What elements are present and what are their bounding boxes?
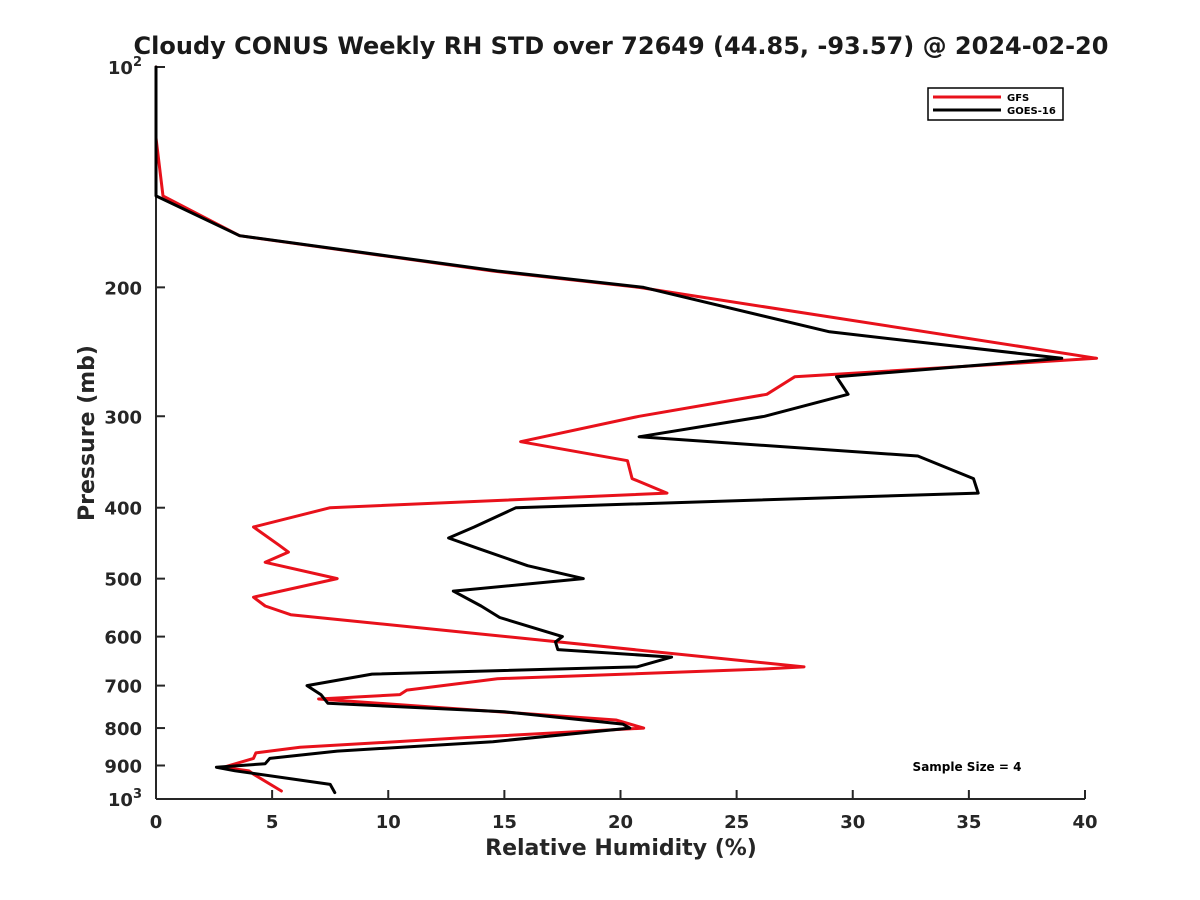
x-tick-label: 25 xyxy=(724,812,749,833)
legend-box xyxy=(927,87,1064,121)
legend: GFS GOES-16 xyxy=(927,87,1064,121)
y-axis-label: Pressure (mb) xyxy=(75,345,100,521)
y-tick-label: 700 xyxy=(104,677,142,698)
y-tick-label: 103 xyxy=(108,787,142,811)
y-tick-label: 300 xyxy=(104,407,142,428)
y-tick-label: 102 xyxy=(108,55,142,79)
x-tick-label: 35 xyxy=(956,812,981,833)
x-tick-label: 40 xyxy=(1072,812,1097,833)
x-tick-label: 5 xyxy=(266,812,279,833)
sample-size-annotation: Sample Size = 4 xyxy=(913,760,1022,774)
y-tick-label: 900 xyxy=(104,757,142,778)
x-axis-label: Relative Humidity (%) xyxy=(485,836,757,861)
x-tick-label: 20 xyxy=(608,812,633,833)
legend-label-gfs: GFS xyxy=(1007,93,1029,104)
chart-title: Cloudy CONUS Weekly RH STD over 72649 (4… xyxy=(134,32,1109,60)
y-tick-label: 400 xyxy=(104,499,142,520)
y-tick-label: 200 xyxy=(104,278,142,299)
y-tick-label: 800 xyxy=(104,719,142,740)
x-tick-label: 0 xyxy=(150,812,163,833)
legend-label-goes16: GOES-16 xyxy=(1007,106,1056,117)
plot-area: 0 5 10 15 20 25 30 35 40 102 200 300 400 500 600 700 800… xyxy=(104,55,1099,833)
x-tick-label: 30 xyxy=(840,812,865,833)
x-tick-label: 10 xyxy=(376,812,401,833)
y-tick-label: 600 xyxy=(104,628,142,649)
y-tick-label: 500 xyxy=(104,570,142,591)
x-tick-label: 15 xyxy=(492,812,517,833)
series-line-goes16 xyxy=(154,65,1064,795)
